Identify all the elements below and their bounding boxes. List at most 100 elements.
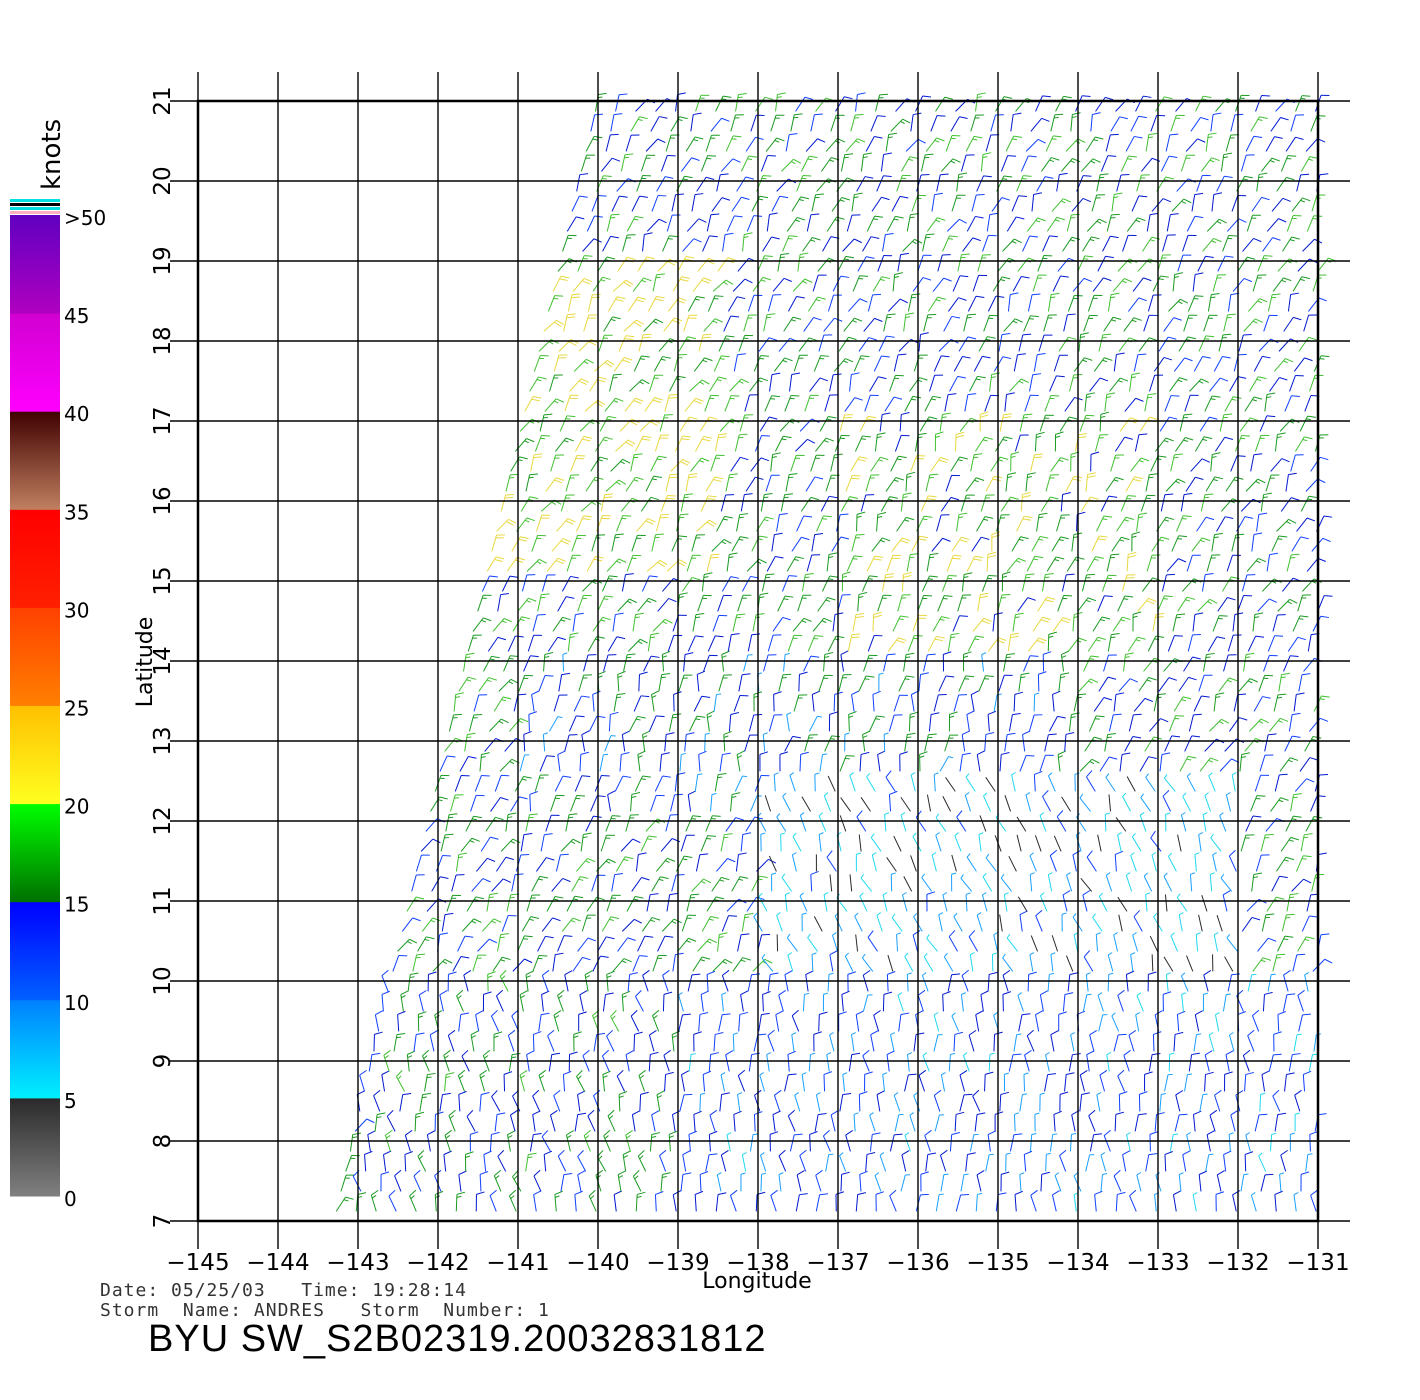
wind-barb — [381, 969, 389, 992]
wind-barb — [942, 235, 958, 252]
wind-barb — [1103, 1129, 1111, 1152]
colorbar-bin — [10, 313, 60, 412]
wind-barb — [799, 751, 809, 772]
wind-barb — [900, 797, 911, 812]
wind-barb — [1144, 1071, 1153, 1092]
wind-barb — [1117, 989, 1125, 1012]
wind-barb — [829, 1032, 835, 1052]
wind-barb — [1070, 112, 1081, 132]
wind-barb — [1267, 635, 1284, 652]
wind-barb — [1032, 616, 1051, 632]
wind-barb — [596, 175, 612, 192]
wind-barb — [748, 714, 763, 732]
wind-barb — [1072, 850, 1081, 872]
wind-barb — [1247, 973, 1257, 992]
wind-barb — [1087, 636, 1106, 652]
wind-barb — [1149, 1131, 1159, 1152]
wind-barb — [562, 234, 577, 252]
wind-barb — [1226, 554, 1241, 572]
wind-barb — [791, 1032, 797, 1052]
wind-barb — [568, 1051, 578, 1072]
wind-barb — [668, 713, 682, 732]
wind-barb — [1096, 515, 1113, 532]
wind-barb — [1197, 255, 1214, 272]
wind-barb — [1240, 1173, 1249, 1192]
wind-barb — [891, 913, 903, 932]
wind-barb — [971, 536, 990, 552]
wind-barb — [537, 935, 554, 952]
wind-barb — [883, 653, 896, 672]
wind-barb — [508, 1052, 521, 1072]
wind-barb — [413, 1169, 422, 1192]
wind-barb — [715, 1192, 727, 1212]
date-label: Date: — [100, 1280, 160, 1301]
wind-barb — [1222, 993, 1231, 1012]
wind-barb — [512, 1170, 522, 1192]
wind-barb — [783, 316, 802, 332]
wind-barb — [1263, 314, 1278, 332]
wind-barb — [1033, 692, 1040, 712]
wind-barb — [1085, 972, 1091, 992]
wind-barb — [1172, 272, 1183, 292]
wind-barb — [1077, 255, 1094, 272]
wind-barb — [873, 1009, 881, 1032]
wind-barb — [726, 552, 738, 572]
wind-barb — [815, 1169, 823, 1192]
wind-barb — [1072, 277, 1092, 292]
wind-barb — [1231, 772, 1237, 792]
wind-barb — [1017, 896, 1028, 912]
wind-barb — [448, 1109, 456, 1132]
wind-barb — [569, 378, 589, 392]
wind-barb — [576, 857, 596, 872]
wind-barb — [1213, 355, 1231, 372]
wind-barb — [1100, 155, 1117, 172]
wind-barb — [1260, 833, 1274, 852]
wind-barb — [679, 416, 698, 432]
wind-barb — [1230, 1110, 1239, 1132]
wind-barb — [478, 677, 497, 692]
wind-barb — [1184, 394, 1199, 412]
wind-barb — [839, 1092, 852, 1112]
wind-barb — [1104, 733, 1116, 752]
wind-barb — [889, 1133, 903, 1152]
wind-barb — [1263, 654, 1278, 672]
wind-barb — [1047, 972, 1054, 992]
wind-barb — [1276, 176, 1295, 192]
wind-barb — [635, 990, 644, 1012]
wind-barb — [585, 135, 603, 152]
wind-barb — [1105, 872, 1113, 892]
wind-barb — [1271, 535, 1288, 552]
wind-barb — [1097, 834, 1102, 852]
wind-barb — [642, 730, 651, 752]
wind-barb — [496, 518, 517, 532]
longitude-tick-label: −134 — [1046, 1250, 1109, 1276]
wind-barb — [1264, 392, 1276, 412]
wind-barb — [584, 399, 606, 412]
wind-barb — [805, 476, 824, 492]
wind-barb — [538, 1012, 550, 1032]
wind-barb — [657, 935, 674, 952]
wind-barb — [648, 1051, 659, 1072]
wind-barb — [1002, 238, 1022, 252]
wind-barb — [567, 632, 579, 652]
wind-barb — [670, 458, 691, 472]
wind-barb — [720, 833, 733, 852]
wind-barb — [998, 674, 1013, 692]
wind-barb — [1076, 175, 1092, 192]
wind-barb — [1301, 915, 1318, 932]
wind-barb — [637, 1149, 647, 1172]
wind-barb — [959, 1093, 973, 1112]
wind-barb — [1157, 254, 1171, 272]
wind-barb — [610, 458, 631, 472]
wind-barb — [517, 935, 533, 952]
wind-barb — [1165, 133, 1179, 152]
wind-barb — [606, 213, 620, 232]
wind-barb — [741, 1152, 747, 1172]
wind-barb — [629, 379, 650, 392]
wind-barb — [701, 916, 719, 932]
wind-barb — [686, 218, 707, 232]
wind-barb — [944, 393, 957, 412]
wind-barb — [1118, 1091, 1128, 1112]
wind-barb — [856, 511, 866, 532]
wind-barb — [489, 1131, 500, 1152]
